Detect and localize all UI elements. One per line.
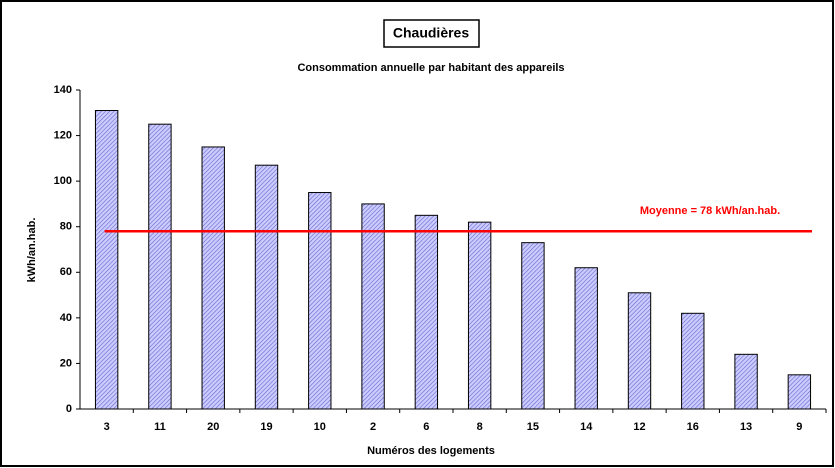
bar [201,146,225,410]
x-tick-label: 12 [633,421,645,433]
bar [627,292,652,410]
x-tick-label: 3 [104,421,110,433]
bar [521,242,545,410]
y-tick-label: 120 [54,129,72,141]
y-tick-label: 100 [54,175,72,187]
bar [308,192,332,410]
x-tick-label: 9 [796,421,802,433]
x-tick-label: 8 [477,421,483,433]
y-tick-label: 40 [60,312,72,324]
x-tick-label: 16 [687,421,699,433]
bar [414,214,439,410]
bar [254,164,279,410]
x-tick-label: 2 [370,421,376,433]
x-tick-label: 6 [423,421,429,433]
x-tick-label: 10 [314,421,326,433]
y-tick-label: 20 [60,357,72,369]
x-tick-label: 14 [580,421,593,433]
chart-title: Chaudières [393,25,469,41]
mean-label: Moyenne = 78 kWh/an.hab. [640,205,780,217]
bar [681,312,705,410]
bar [787,374,812,410]
bar [148,123,172,410]
x-axis-label: Numéros des logements [367,445,495,457]
bar [574,267,598,410]
x-tick-label: 11 [154,421,166,433]
x-tick-label: 13 [740,421,752,433]
x-tick-label: 20 [207,421,219,433]
title-box [383,19,480,48]
y-tick-label: 60 [60,266,72,278]
bar [361,203,385,410]
chart-subtitle: Consommation annuelle par habitant des a… [297,62,564,74]
y-tick-label: 0 [66,403,72,415]
bar [734,353,758,410]
y-tick-label: 80 [60,221,72,233]
bar [94,110,119,410]
y-tick-label: 140 [54,84,72,96]
bar [467,221,492,410]
y-axis-label: kWh/an.hab. [26,218,38,283]
x-tick-label: 15 [527,421,539,433]
x-tick-label: 19 [260,421,272,433]
